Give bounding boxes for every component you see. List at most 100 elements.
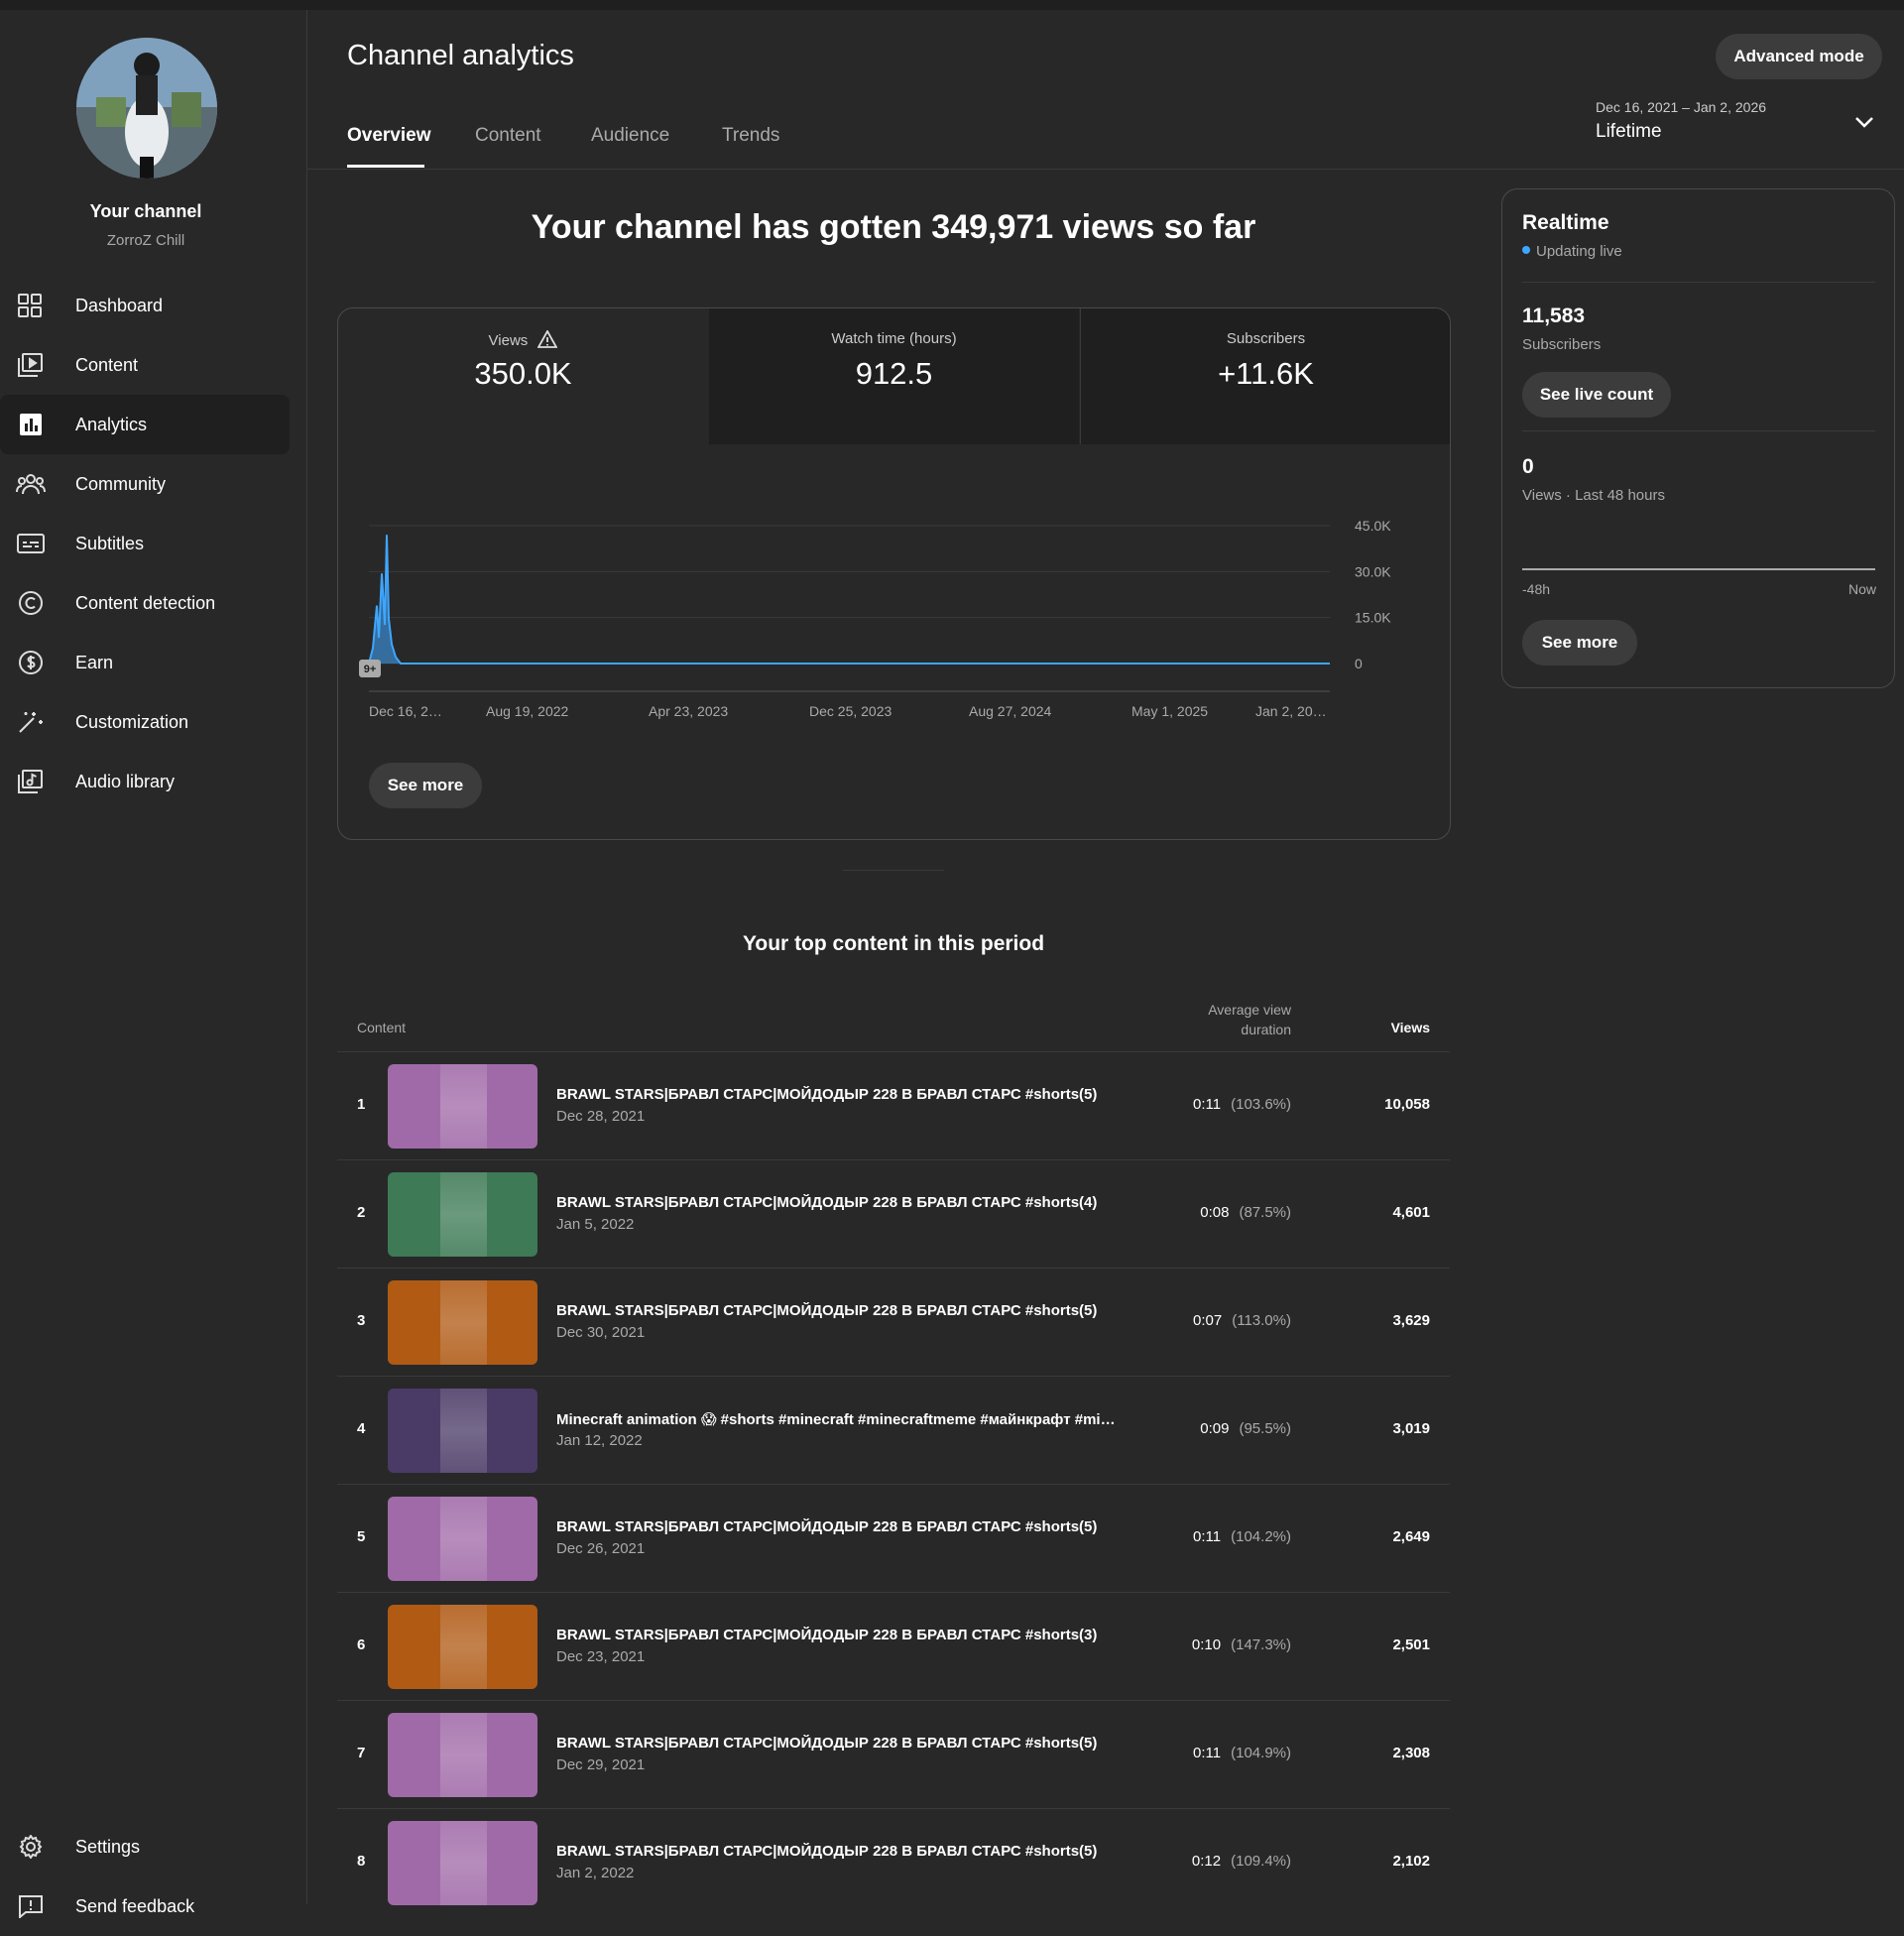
sidebar-item-earn[interactable]: Earn: [0, 633, 292, 692]
average-view-duration: 0:11 (104.9%): [1193, 1745, 1291, 1761]
video-title[interactable]: BRAWL STARS|БРАВЛ СТАРС|МОЙДОДЫР 228 В Б…: [556, 1086, 1098, 1103]
video-thumbnail[interactable]: [388, 1605, 537, 1689]
metric-subscribers[interactable]: Subscribers +11.6K: [1080, 308, 1450, 444]
realtime-views-value: 0: [1522, 455, 1534, 478]
tab-trends[interactable]: Trends: [722, 125, 780, 146]
sidebar-bottom-nav: Settings Send feedback: [0, 1817, 292, 1936]
avd-time: 0:11: [1193, 1745, 1222, 1761]
video-thumbnail[interactable]: [388, 1389, 537, 1473]
video-date: Dec 26, 2021: [556, 1540, 646, 1557]
video-title[interactable]: Minecraft animation 😱 #shorts #minecraft…: [556, 1411, 1116, 1428]
video-thumbnail[interactable]: [388, 1064, 537, 1149]
see-more-button[interactable]: See more: [369, 763, 482, 808]
video-title[interactable]: BRAWL STARS|БРАВЛ СТАРС|МОЙДОДЫР 228 В Б…: [556, 1518, 1098, 1535]
row-rank: 5: [357, 1528, 366, 1545]
realtime-axis-start: -48h: [1522, 581, 1551, 597]
sidebar-item-content-detection[interactable]: Content detection: [0, 573, 292, 633]
analytics-icon: [20, 414, 42, 435]
thumbnail-frame: [440, 1497, 487, 1581]
tab-overview[interactable]: Overview: [347, 125, 431, 146]
metric-label-row: Views: [338, 329, 708, 349]
avatar-image: [76, 38, 217, 179]
content-icon: [18, 353, 43, 377]
see-live-count-button[interactable]: See live count: [1522, 372, 1671, 418]
video-thumbnail[interactable]: [388, 1821, 537, 1905]
gear-icon: [19, 1835, 43, 1859]
video-thumbnail[interactable]: [388, 1280, 537, 1365]
sidebar-item-label: Dashboard: [75, 295, 164, 315]
sidebar-item-label: Content: [75, 354, 139, 375]
sidebar-item-settings[interactable]: Settings: [0, 1817, 292, 1876]
sidebar-item-audio-library[interactable]: Audio library: [0, 752, 292, 811]
realtime-divider: [1522, 282, 1875, 283]
thumbnail-frame: [440, 1064, 487, 1149]
row-rank: 8: [357, 1853, 366, 1870]
avd-time: 0:11: [1193, 1096, 1222, 1113]
column-header-views[interactable]: Views: [1390, 1020, 1430, 1035]
video-title[interactable]: BRAWL STARS|БРАВЛ СТАРС|МОЙДОДЫР 228 В Б…: [556, 1302, 1098, 1319]
channel-avatar[interactable]: [76, 38, 217, 179]
realtime-see-more-button[interactable]: See more: [1522, 620, 1637, 666]
date-range-text: Dec 16, 2021 – Jan 2, 2026: [1596, 99, 1767, 115]
advanced-mode-button[interactable]: Advanced mode: [1716, 34, 1882, 79]
table-row[interactable]: 8 BRAWL STARS|БРАВЛ СТАРС|МОЙДОДЫР 228 В…: [337, 1808, 1450, 1916]
avd-time: 0:09: [1200, 1420, 1230, 1437]
warning-icon: [536, 329, 558, 348]
video-views: 2,308: [1392, 1745, 1430, 1761]
avd-percent: (109.4%): [1231, 1853, 1291, 1870]
video-thumbnail[interactable]: [388, 1713, 537, 1797]
annotation-badge[interactable]: [359, 660, 381, 677]
thumbnail-frame: [440, 1172, 487, 1257]
date-range-label: Lifetime: [1596, 121, 1662, 142]
views-chart[interactable]: 45.0K 30.0K 15.0K 0 Dec 16, 2… Aug 19, 2022 A…: [338, 444, 1450, 742]
sidebar-item-send-feedback[interactable]: Send feedback: [0, 1876, 292, 1936]
avd-time: 0:12: [1191, 1853, 1222, 1870]
video-title[interactable]: BRAWL STARS|БРАВЛ СТАРС|МОЙДОДЫР 228 В Б…: [556, 1843, 1098, 1860]
sidebar-item-analytics[interactable]: Analytics: [0, 395, 290, 454]
table-row[interactable]: 3 BRAWL STARS|БРАВЛ СТАРС|МОЙДОДЫР 228 В…: [337, 1268, 1450, 1376]
average-view-duration: 0:11 (103.6%): [1193, 1096, 1291, 1113]
sidebar-item-content[interactable]: Content: [0, 335, 292, 395]
row-rank: 3: [357, 1312, 366, 1329]
avd-percent: (113.0%): [1232, 1312, 1291, 1329]
sidebar-item-dashboard[interactable]: Dashboard: [0, 276, 292, 335]
x-tick-label: Jan 2, 20…: [1255, 703, 1327, 719]
table-row[interactable]: 4 Minecraft animation 😱 #shorts #minecra…: [337, 1376, 1450, 1484]
metric-value: +11.6K: [1218, 356, 1314, 391]
row-rank: 1: [357, 1096, 366, 1113]
avd-percent: (103.6%): [1231, 1096, 1291, 1113]
realtime-title: Realtime: [1522, 211, 1609, 234]
video-thumbnail[interactable]: [388, 1497, 537, 1581]
metric-value: 912.5: [855, 356, 933, 391]
metric-label: Subscribers: [1226, 330, 1306, 347]
x-tick-label: May 1, 2025: [1131, 703, 1208, 719]
metric-views[interactable]: Views 350.0K: [338, 308, 708, 444]
table-row[interactable]: 2 BRAWL STARS|БРАВЛ СТАРС|МОЙДОДЫР 228 В…: [337, 1159, 1450, 1268]
row-rank: 2: [357, 1204, 366, 1221]
table-row[interactable]: 1 BRAWL STARS|БРАВЛ СТАРС|МОЙДОДЫР 228 В…: [337, 1051, 1450, 1159]
sidebar-item-community[interactable]: Community: [0, 454, 292, 514]
table-row[interactable]: 7 BRAWL STARS|БРАВЛ СТАРС|МОЙДОДЫР 228 В…: [337, 1700, 1450, 1808]
column-header-average-view-duration[interactable]: Average view duration: [1208, 1002, 1291, 1037]
realtime-status: Updating live: [1522, 243, 1622, 260]
avd-time: 0:11: [1193, 1528, 1222, 1545]
table-row[interactable]: 6 BRAWL STARS|БРАВЛ СТАРС|МОЙДОДЫР 228 В…: [337, 1592, 1450, 1700]
row-rank: 7: [357, 1745, 366, 1761]
video-title[interactable]: BRAWL STARS|БРАВЛ СТАРС|МОЙДОДЫР 228 В Б…: [556, 1735, 1098, 1752]
sidebar-item-customization[interactable]: Customization: [0, 692, 292, 752]
y-tick-label: 30.0K: [1355, 563, 1391, 579]
tab-audience[interactable]: Audience: [591, 125, 670, 146]
x-tick-label: Aug 19, 2022: [486, 703, 569, 719]
sidebar-item-subtitles[interactable]: Subtitles: [0, 514, 292, 573]
metric-watch-time[interactable]: Watch time (hours) 912.5: [709, 308, 1079, 444]
realtime-views-label: Views · Last 48 hours: [1522, 487, 1665, 504]
tab-content[interactable]: Content: [475, 125, 541, 146]
video-title[interactable]: BRAWL STARS|БРАВЛ СТАРС|МОЙДОДЫР 228 В Б…: [556, 1194, 1098, 1211]
video-thumbnail[interactable]: [388, 1172, 537, 1257]
video-title[interactable]: BRAWL STARS|БРАВЛ СТАРС|МОЙДОДЫР 228 В Б…: [556, 1627, 1098, 1643]
thumbnail-frame: [440, 1280, 487, 1365]
sidebar-item-label: Content detection: [75, 592, 216, 613]
average-view-duration: 0:09 (95.5%): [1200, 1420, 1291, 1437]
dashboard-icon: [18, 294, 42, 317]
table-row[interactable]: 5 BRAWL STARS|БРАВЛ СТАРС|МОЙДОДЫР 228 В…: [337, 1484, 1450, 1592]
